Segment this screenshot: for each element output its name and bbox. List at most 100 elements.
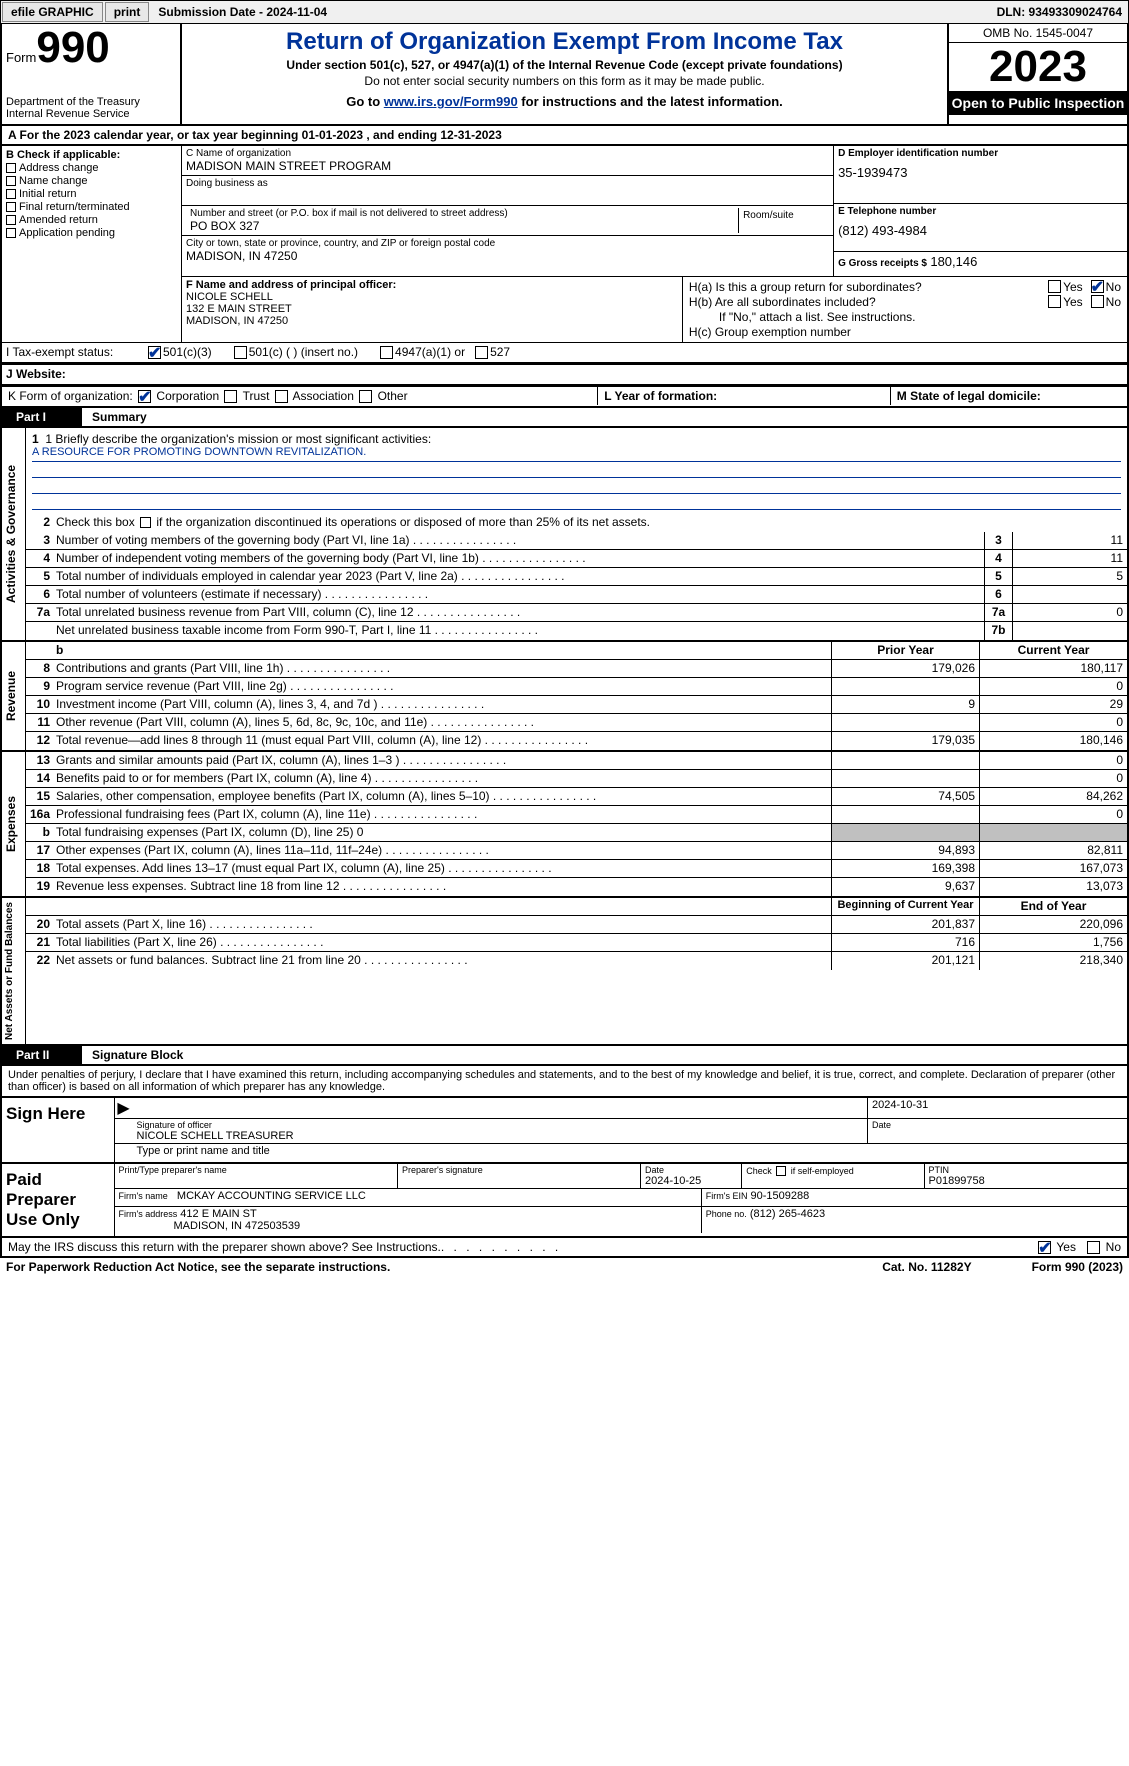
summary-row: 4Number of independent voting members of…	[26, 550, 1127, 568]
officer-addr2: MADISON, IN 47250	[186, 315, 678, 327]
chk-other[interactable]	[359, 390, 372, 403]
summary-row: bTotal fundraising expenses (Part IX, co…	[26, 824, 1127, 842]
main-block: B Check if applicable: Address change Na…	[0, 146, 1129, 342]
summary-row: 12Total revenue—add lines 8 through 11 (…	[26, 732, 1127, 750]
summary-row: 20Total assets (Part X, line 16)201,8372…	[26, 916, 1127, 934]
footer: For Paperwork Reduction Act Notice, see …	[0, 1258, 1129, 1276]
summary-table: Activities & Governance 1 1 Briefly desc…	[0, 428, 1129, 1046]
ptin: P01899758	[929, 1175, 1124, 1187]
firm-ein: 90-1509288	[751, 1190, 810, 1202]
open-public: Open to Public Inspection	[949, 91, 1127, 115]
chk-corp[interactable]	[138, 390, 151, 403]
form-subtitle1: Under section 501(c), 527, or 4947(a)(1)…	[190, 58, 939, 72]
box-h: H(a) Is this a group return for subordin…	[683, 277, 1127, 342]
paid-preparer-block: Paid Preparer Use Only Print/Type prepar…	[0, 1164, 1129, 1238]
summary-row: 18Total expenses. Add lines 13–17 (must …	[26, 860, 1127, 878]
vtab-governance: Activities & Governance	[2, 428, 26, 640]
summary-row: 13Grants and similar amounts paid (Part …	[26, 752, 1127, 770]
ein: 35-1939473	[838, 165, 1123, 180]
summary-row: 9Program service revenue (Part VIII, lin…	[26, 678, 1127, 696]
ha-no[interactable]	[1091, 280, 1104, 293]
part1-header: Part ISummary	[0, 408, 1129, 428]
summary-row: 17Other expenses (Part IX, column (A), l…	[26, 842, 1127, 860]
summary-row: 11Other revenue (Part VIII, column (A), …	[26, 714, 1127, 732]
street-address: PO BOX 327	[186, 219, 738, 233]
firm-addr1: 412 E MAIN ST	[180, 1208, 256, 1220]
summary-row: 7aTotal unrelated business revenue from …	[26, 604, 1127, 622]
form-title: Return of Organization Exempt From Incom…	[190, 28, 939, 56]
row-k: K Form of organization: Corporation Trus…	[0, 386, 1129, 408]
mission-text: A RESOURCE FOR PROMOTING DOWNTOWN REVITA…	[32, 446, 1121, 462]
summary-row: 19Revenue less expenses. Subtract line 1…	[26, 878, 1127, 896]
city-state-zip: MADISON, IN 47250	[186, 249, 829, 263]
chk-address-change[interactable]	[6, 163, 16, 173]
sign-here-block: Sign Here ▶ 2024-10-31 Signature of offi…	[0, 1098, 1129, 1164]
form-label: Form	[6, 50, 36, 65]
form-number: 990	[36, 23, 109, 72]
chk-initial-return[interactable]	[6, 189, 16, 199]
summary-row: 8Contributions and grants (Part VIII, li…	[26, 660, 1127, 678]
chk-amended[interactable]	[6, 215, 16, 225]
row-a-taxyear: A For the 2023 calendar year, or tax yea…	[0, 126, 1129, 146]
sig-date-top: 2024-10-31	[867, 1098, 1127, 1118]
part2-header: Part IISignature Block	[0, 1046, 1129, 1066]
dept-treasury: Department of the Treasury	[6, 96, 176, 108]
hb-no[interactable]	[1091, 295, 1104, 308]
box-f: F Name and address of principal officer:…	[182, 277, 683, 342]
dln: DLN: 93493309024764	[997, 5, 1128, 19]
irs-discuss-row: May the IRS discuss this return with the…	[0, 1238, 1129, 1258]
gross-receipts: 180,146	[930, 254, 977, 269]
org-name: MADISON MAIN STREET PROGRAM	[186, 159, 829, 173]
summary-row: 5Total number of individuals employed in…	[26, 568, 1127, 586]
topbar: efile GRAPHIC print Submission Date - 20…	[0, 0, 1129, 24]
submission-date: Submission Date - 2024-11-04	[150, 3, 335, 21]
summary-row: 15Salaries, other compensation, employee…	[26, 788, 1127, 806]
hb-yes[interactable]	[1048, 295, 1061, 308]
phone: (812) 493-4984	[838, 223, 1123, 238]
prep-date: 2024-10-25	[645, 1175, 737, 1187]
officer-name: NICOLE SCHELL	[186, 291, 678, 303]
discuss-yes[interactable]	[1038, 1241, 1051, 1254]
vtab-netassets: Net Assets or Fund Balances	[2, 898, 26, 1044]
ha-yes[interactable]	[1048, 280, 1061, 293]
signature-declaration: Under penalties of perjury, I declare th…	[0, 1066, 1129, 1098]
firm-addr2: MADISON, IN 472503539	[174, 1220, 301, 1232]
mission-label: 1 1 Briefly describe the organization's …	[32, 432, 1121, 446]
summary-row: 6Total number of volunteers (estimate if…	[26, 586, 1127, 604]
form-subtitle2: Do not enter social security numbers on …	[190, 74, 939, 88]
tax-year: 2023	[949, 43, 1127, 91]
chk-app-pending[interactable]	[6, 228, 16, 238]
chk-final-return[interactable]	[6, 202, 16, 212]
chk-501c[interactable]	[234, 346, 247, 359]
summary-row: 21Total liabilities (Part X, line 26)716…	[26, 934, 1127, 952]
irs-link[interactable]: www.irs.gov/Form990	[384, 94, 518, 109]
chk-assoc[interactable]	[275, 390, 288, 403]
efile-btn[interactable]: efile GRAPHIC	[2, 2, 103, 22]
discuss-no[interactable]	[1087, 1241, 1100, 1254]
chk-527[interactable]	[475, 346, 488, 359]
summary-row: 3Number of voting members of the governi…	[26, 532, 1127, 550]
firm-phone: (812) 265-4623	[750, 1208, 825, 1220]
firm-name: MCKAY ACCOUNTING SERVICE LLC	[177, 1190, 366, 1202]
row-j: J Website:	[0, 364, 1129, 386]
vtab-revenue: Revenue	[2, 642, 26, 750]
officer-sig: NICOLE SCHELL TREASURER	[137, 1130, 864, 1142]
row-i: I Tax-exempt status: 501(c)(3) 501(c) ( …	[0, 342, 1129, 364]
form-header: Form990 Department of the Treasury Inter…	[0, 24, 1129, 126]
chk-4947[interactable]	[380, 346, 393, 359]
summary-row: 10Investment income (Part VIII, column (…	[26, 696, 1127, 714]
chk-discontinued[interactable]	[140, 517, 151, 528]
form-link-line: Go to www.irs.gov/Form990 for instructio…	[190, 94, 939, 109]
officer-addr1: 132 E MAIN STREET	[186, 303, 678, 315]
summary-row: Net unrelated business taxable income fr…	[26, 622, 1127, 640]
vtab-expenses: Expenses	[2, 752, 26, 896]
summary-row: 16aProfessional fundraising fees (Part I…	[26, 806, 1127, 824]
chk-trust[interactable]	[224, 390, 237, 403]
summary-row: 14Benefits paid to or for members (Part …	[26, 770, 1127, 788]
chk-name-change[interactable]	[6, 176, 16, 186]
summary-row: 22Net assets or fund balances. Subtract …	[26, 952, 1127, 970]
chk-501c3[interactable]	[148, 346, 161, 359]
print-btn[interactable]: print	[105, 2, 150, 22]
box-b-hdr: B Check if applicable:	[6, 149, 177, 161]
chk-self-employed[interactable]	[776, 1166, 786, 1176]
